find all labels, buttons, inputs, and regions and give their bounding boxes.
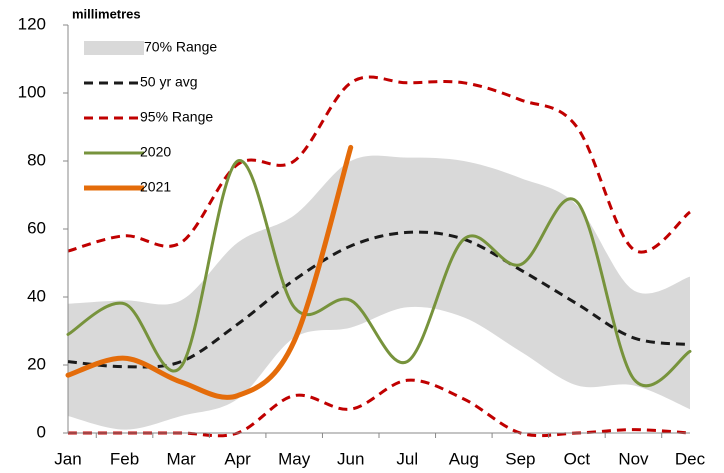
x-tick-label: Jul <box>396 449 418 468</box>
range-line <box>67 75 691 254</box>
y-tick-label: 100 <box>18 82 46 101</box>
legend-label: 95% Range <box>140 109 213 125</box>
series-line <box>65 144 354 400</box>
y-tick-label: 60 <box>27 218 46 237</box>
legend-swatch <box>84 41 144 55</box>
y-axis-label: millimetres <box>72 6 141 21</box>
x-tick-label: Dec <box>675 449 706 468</box>
range-band <box>68 155 690 430</box>
legend-label: 50 yr avg <box>140 74 198 90</box>
legend-label: 2021 <box>140 179 171 195</box>
x-tick-label: Feb <box>110 449 139 468</box>
x-tick-label: Apr <box>224 449 251 468</box>
x-tick-label: Mar <box>166 449 196 468</box>
y-tick-label: 120 <box>18 14 46 33</box>
x-tick-label: Sep <box>505 449 535 468</box>
x-tick-label: Jun <box>337 449 364 468</box>
series-line <box>66 159 692 388</box>
x-tick-label: Oct <box>564 449 591 468</box>
y-tick-label: 0 <box>37 422 46 441</box>
y-tick-label: 40 <box>27 286 46 305</box>
y-tick-label: 20 <box>27 354 46 373</box>
x-tick-label: May <box>278 449 311 468</box>
legend-label: 2020 <box>140 144 171 160</box>
series-line <box>67 230 691 369</box>
x-tick-label: Nov <box>618 449 649 468</box>
y-tick-label: 80 <box>27 150 46 169</box>
legend-label: 70% Range <box>144 39 217 55</box>
x-tick-label: Aug <box>449 449 479 468</box>
x-tick-label: Jan <box>54 449 81 468</box>
